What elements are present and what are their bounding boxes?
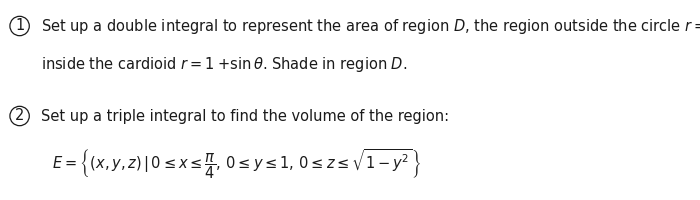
Text: 2: 2 <box>15 108 24 123</box>
Text: $E = \left\{(x,y,z)\,|\,0 \leq x \leq \dfrac{\pi}{4},\,0 \leq y \leq 1,\,0 \leq : $E = \left\{(x,y,z)\,|\,0 \leq x \leq \d… <box>52 147 422 181</box>
Text: inside the cardioid $r = 1+\!\sin\theta$. Shade in region $\mathit{D}$.: inside the cardioid $r = 1+\!\sin\theta$… <box>41 54 407 73</box>
Text: 1: 1 <box>15 19 24 33</box>
Text: Set up a triple integral to find the volume of the region:: Set up a triple integral to find the vol… <box>41 108 449 123</box>
Text: Set up a double integral to represent the area of region $\mathit{D}$, the regio: Set up a double integral to represent th… <box>41 17 700 36</box>
